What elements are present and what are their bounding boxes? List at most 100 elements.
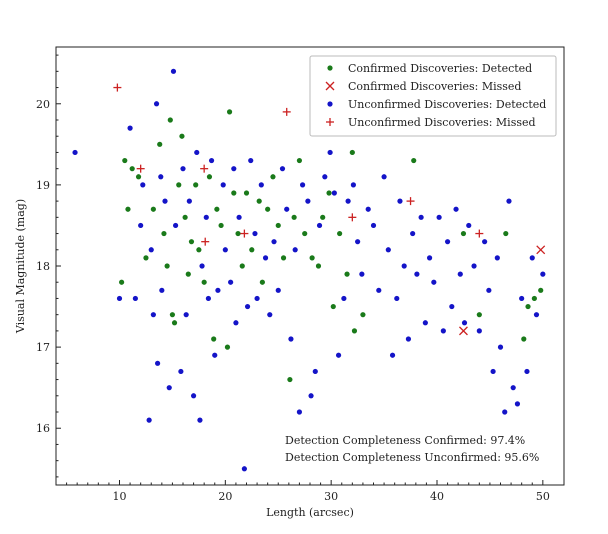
data-point <box>164 263 170 269</box>
data-point <box>486 287 492 293</box>
data-point <box>471 263 477 269</box>
x-axis-label: Length (arcsec) <box>266 506 354 519</box>
data-point <box>265 206 271 212</box>
series-3 <box>113 83 484 246</box>
data-point <box>490 368 496 375</box>
data-point <box>397 198 403 204</box>
data-point <box>282 107 291 116</box>
data-point <box>185 271 191 277</box>
data-point <box>331 190 337 196</box>
y-tick-label: 18 <box>36 260 50 273</box>
data-point <box>302 230 308 237</box>
data-point <box>182 214 188 220</box>
data-point <box>322 174 328 180</box>
data-point <box>254 295 260 302</box>
data-point <box>135 174 142 180</box>
data-point <box>197 417 203 423</box>
data-point <box>308 393 314 399</box>
data-point <box>206 174 213 180</box>
data-point <box>449 303 455 310</box>
y-tick-label: 16 <box>36 422 50 435</box>
legend: Confirmed Discoveries: Detected Confirmed… <box>309 55 557 137</box>
legend-label: Confirmed Discoveries: Missed <box>348 80 521 93</box>
data-point <box>365 206 371 212</box>
series-1 <box>458 245 546 336</box>
data-point <box>506 198 512 204</box>
completeness-unconfirmed-note: Detection Completeness Unconfirmed: 95.6… <box>285 451 539 464</box>
legend-marker <box>326 118 334 126</box>
data-point <box>436 214 442 220</box>
data-point <box>150 206 156 212</box>
data-point <box>211 336 217 342</box>
data-point <box>335 352 342 358</box>
data-point <box>296 409 303 415</box>
series-0 <box>119 109 544 383</box>
data-point <box>533 312 540 318</box>
data-point <box>233 320 239 326</box>
data-point <box>457 271 463 277</box>
data-point <box>113 83 122 92</box>
legend-marker <box>325 81 335 91</box>
data-point <box>267 312 273 318</box>
data-point <box>178 368 184 375</box>
data-point <box>167 117 173 123</box>
data-point <box>345 198 351 204</box>
data-point <box>188 239 195 245</box>
data-point <box>140 182 146 188</box>
data-point <box>150 312 156 318</box>
data-point <box>249 247 255 253</box>
data-point <box>476 312 482 318</box>
data-point <box>159 287 165 293</box>
data-point <box>228 279 234 285</box>
data-point <box>125 206 131 212</box>
data-point <box>208 157 215 164</box>
data-point <box>422 320 428 326</box>
data-point <box>170 68 177 74</box>
data-point <box>201 237 210 246</box>
data-point <box>288 336 294 342</box>
data-point <box>224 344 231 350</box>
data-point <box>359 271 365 277</box>
data-point <box>146 417 152 423</box>
data-point <box>129 166 135 172</box>
data-point <box>291 214 297 220</box>
data-point <box>161 230 167 237</box>
data-point <box>414 271 420 277</box>
data-point <box>136 164 145 173</box>
data-point <box>138 222 144 229</box>
data-point <box>531 295 537 302</box>
data-point <box>521 336 527 342</box>
data-point <box>405 336 412 342</box>
data-point <box>502 409 508 415</box>
data-point <box>426 255 433 261</box>
data-point <box>194 149 200 156</box>
data-point <box>315 263 322 269</box>
data-point <box>461 320 468 326</box>
data-point <box>153 101 160 107</box>
data-point <box>239 263 245 269</box>
data-point <box>241 466 247 472</box>
data-point <box>284 206 290 212</box>
data-point <box>411 157 417 164</box>
series-2 <box>72 68 546 472</box>
y-axis-label: Visual Magnitude (mag) <box>14 199 27 334</box>
data-point <box>116 295 123 302</box>
data-point <box>162 198 168 204</box>
data-point <box>510 385 516 391</box>
data-point <box>344 271 350 277</box>
data-point <box>327 149 333 156</box>
data-point <box>519 295 525 302</box>
data-point <box>350 182 356 188</box>
data-point <box>458 326 468 336</box>
data-point <box>200 164 209 173</box>
data-point <box>406 197 415 206</box>
x-tick-label: 40 <box>430 490 444 503</box>
data-point <box>514 401 521 407</box>
legend-label: Unconfirmed Discoveries: Detected <box>348 98 546 111</box>
data-point <box>349 149 355 156</box>
data-point <box>180 166 186 172</box>
data-point <box>341 295 347 302</box>
data-point <box>218 222 224 229</box>
legend-box <box>309 55 557 137</box>
data-point <box>466 222 472 229</box>
